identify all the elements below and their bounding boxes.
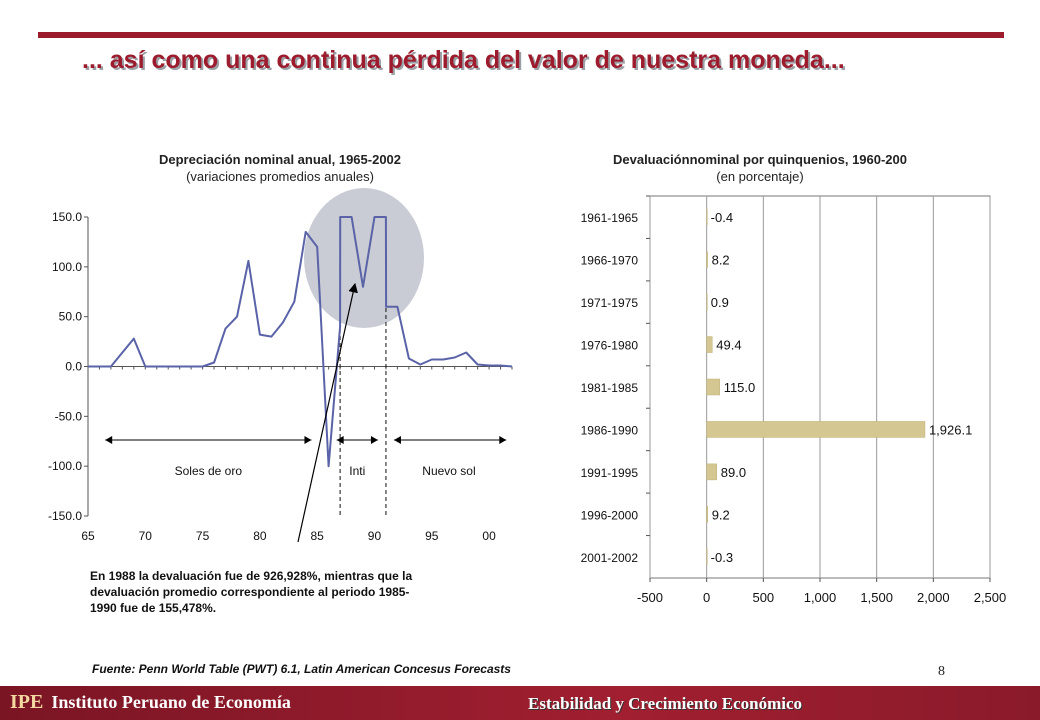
bar <box>706 506 708 523</box>
footer-section-title: Estabilidad y Crecimiento Económico <box>528 694 803 713</box>
x-tick-label: 500 <box>752 590 774 605</box>
bar <box>706 251 708 268</box>
y-tick-label: 50.0 <box>59 310 83 324</box>
x-tick-label: 85 <box>311 529 325 543</box>
x-tick-label: 95 <box>425 529 439 543</box>
highlight-ellipse <box>304 188 424 328</box>
bar-value-label: 1,926.1 <box>929 422 972 437</box>
bar <box>706 378 720 396</box>
line-chart-subtitle: (variaciones promedios anuales) <box>186 169 374 184</box>
footer-bar: IPE Instituto Peruano de Economía Estabil… <box>0 686 1040 720</box>
bar-chart-subtitle: (en porcentaje) <box>716 169 804 184</box>
y-tick-label: 100.0 <box>52 260 82 274</box>
slide-title: ... así como una continua pérdida del va… <box>82 46 845 74</box>
period-arrow-left <box>105 436 113 444</box>
footer-org-name: Instituto Peruano de Economía <box>51 692 291 712</box>
category-label: 1971-1975 <box>581 296 639 310</box>
bar-value-label: 115.0 <box>724 380 756 395</box>
category-label: 1966-1970 <box>581 254 639 268</box>
bar-value-label: 89.0 <box>721 465 746 480</box>
y-tick-label: 150.0 <box>52 210 82 224</box>
y-tick-label: -150.0 <box>48 509 82 523</box>
depreciation-series-line <box>88 216 513 468</box>
x-tick-label: 70 <box>139 529 153 543</box>
source-text: Fuente: Penn World Table (PWT) 6.1, Lati… <box>92 662 511 676</box>
y-tick-label: -50.0 <box>55 409 83 423</box>
x-tick-label: 2,000 <box>917 590 950 605</box>
bar-value-label: 8.2 <box>712 253 730 268</box>
footer-brand: IPE Instituto Peruano de Economía <box>10 691 291 714</box>
x-tick-label: 1,000 <box>804 590 837 605</box>
bar <box>706 293 708 311</box>
bar <box>706 548 708 566</box>
period-label: Soles de oro <box>175 464 243 478</box>
category-label: 1986-1990 <box>581 423 639 437</box>
category-label: 2001-2002 <box>581 551 639 565</box>
top-accent-bar <box>38 32 1004 38</box>
y-tick-label: 0.0 <box>65 360 82 374</box>
period-arrow-right <box>304 436 312 444</box>
line-chart-title-block: Depreciación nominal anual, 1965-2002 (v… <box>100 151 460 185</box>
bar-value-label: 49.4 <box>716 338 741 353</box>
line-chart-title: Depreciación nominal anual, 1965-2002 <box>158 152 402 167</box>
bar-value-label: -0.4 <box>711 210 733 225</box>
x-tick-label: 0 <box>703 590 710 605</box>
bar-chart-title-block: Devaluaciónnominal por quinquenios, 1960… <box>560 151 960 185</box>
x-tick-label: 2,500 <box>974 590 1007 605</box>
period-arrow-right <box>499 436 507 444</box>
period-arrow-right <box>370 436 378 444</box>
bar-value-label: -0.3 <box>711 550 733 565</box>
bar-value-label: 0.9 <box>711 295 729 310</box>
bar <box>706 336 713 353</box>
bar <box>706 208 708 226</box>
x-tick-label: 00 <box>482 529 496 543</box>
x-tick-label: 65 <box>81 529 95 543</box>
x-tick-label: 75 <box>196 529 210 543</box>
bar-chart-title: Devaluaciónnominal por quinquenios, 1960… <box>612 152 908 167</box>
annotation-arrow <box>297 282 358 543</box>
period-arrow-left <box>393 436 401 444</box>
x-tick-label: 80 <box>253 529 267 543</box>
x-tick-label: -500 <box>637 590 663 605</box>
category-label: 1981-1985 <box>581 381 639 395</box>
footer-logo: IPE <box>10 691 44 713</box>
bar <box>706 421 926 438</box>
bar-value-label: 9.2 <box>712 507 730 522</box>
page-number: 8 <box>938 664 945 679</box>
category-label: 1991-1995 <box>581 466 639 480</box>
category-label: 1976-1980 <box>581 339 639 353</box>
period-arrow-left <box>336 436 344 444</box>
x-tick-label: 90 <box>368 529 382 543</box>
bar <box>706 463 718 481</box>
annotation-note: En 1988 la devaluación fue de 926,928%, … <box>90 569 413 615</box>
period-label: Nuevo sol <box>422 464 475 478</box>
x-tick-label: 1,500 <box>860 590 893 605</box>
category-label: 1996-2000 <box>581 508 639 522</box>
y-tick-label: -100.0 <box>48 459 82 473</box>
category-label: 1961-1965 <box>581 211 639 225</box>
period-label: Inti <box>349 464 365 478</box>
